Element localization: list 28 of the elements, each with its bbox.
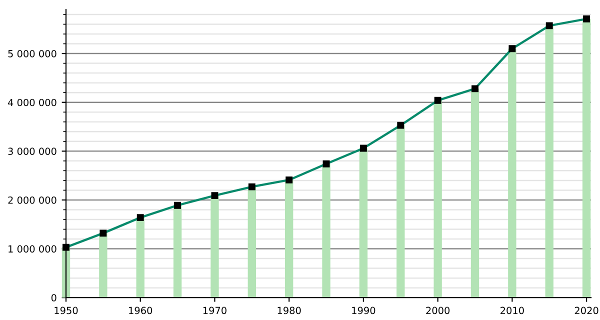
x-tick-label: 1970: [203, 306, 226, 314]
y-tick-label: 1 000 000: [8, 245, 56, 253]
x-tick-label: 2010: [500, 306, 524, 314]
bar: [173, 205, 182, 298]
bar: [285, 180, 294, 298]
x-tick-label: 2000: [426, 306, 450, 314]
bar: [359, 148, 368, 298]
bar: [545, 26, 554, 298]
y-tick-label: 3 000 000: [8, 148, 56, 155]
y-tick-label: 0: [51, 294, 56, 302]
bar: [508, 48, 516, 298]
y-tick-label: 4 000 000: [8, 98, 56, 106]
bar: [99, 233, 108, 298]
bar: [248, 186, 256, 298]
x-tick-label: 2020: [574, 306, 598, 314]
y-tick-label: 5 000 000: [8, 50, 56, 58]
bar: [396, 125, 405, 298]
bar: [210, 196, 219, 298]
bar: [136, 218, 144, 298]
bar: [582, 18, 591, 298]
x-tick-label: 1980: [278, 306, 301, 314]
bar: [434, 100, 442, 298]
y-tick-label: 2 000 000: [8, 196, 56, 204]
bar: [470, 88, 480, 298]
x-tick-label: 1950: [54, 306, 78, 314]
x-tick-label: 1960: [129, 306, 152, 314]
x-tick-label: 1990: [352, 306, 376, 314]
bar: [322, 164, 330, 298]
